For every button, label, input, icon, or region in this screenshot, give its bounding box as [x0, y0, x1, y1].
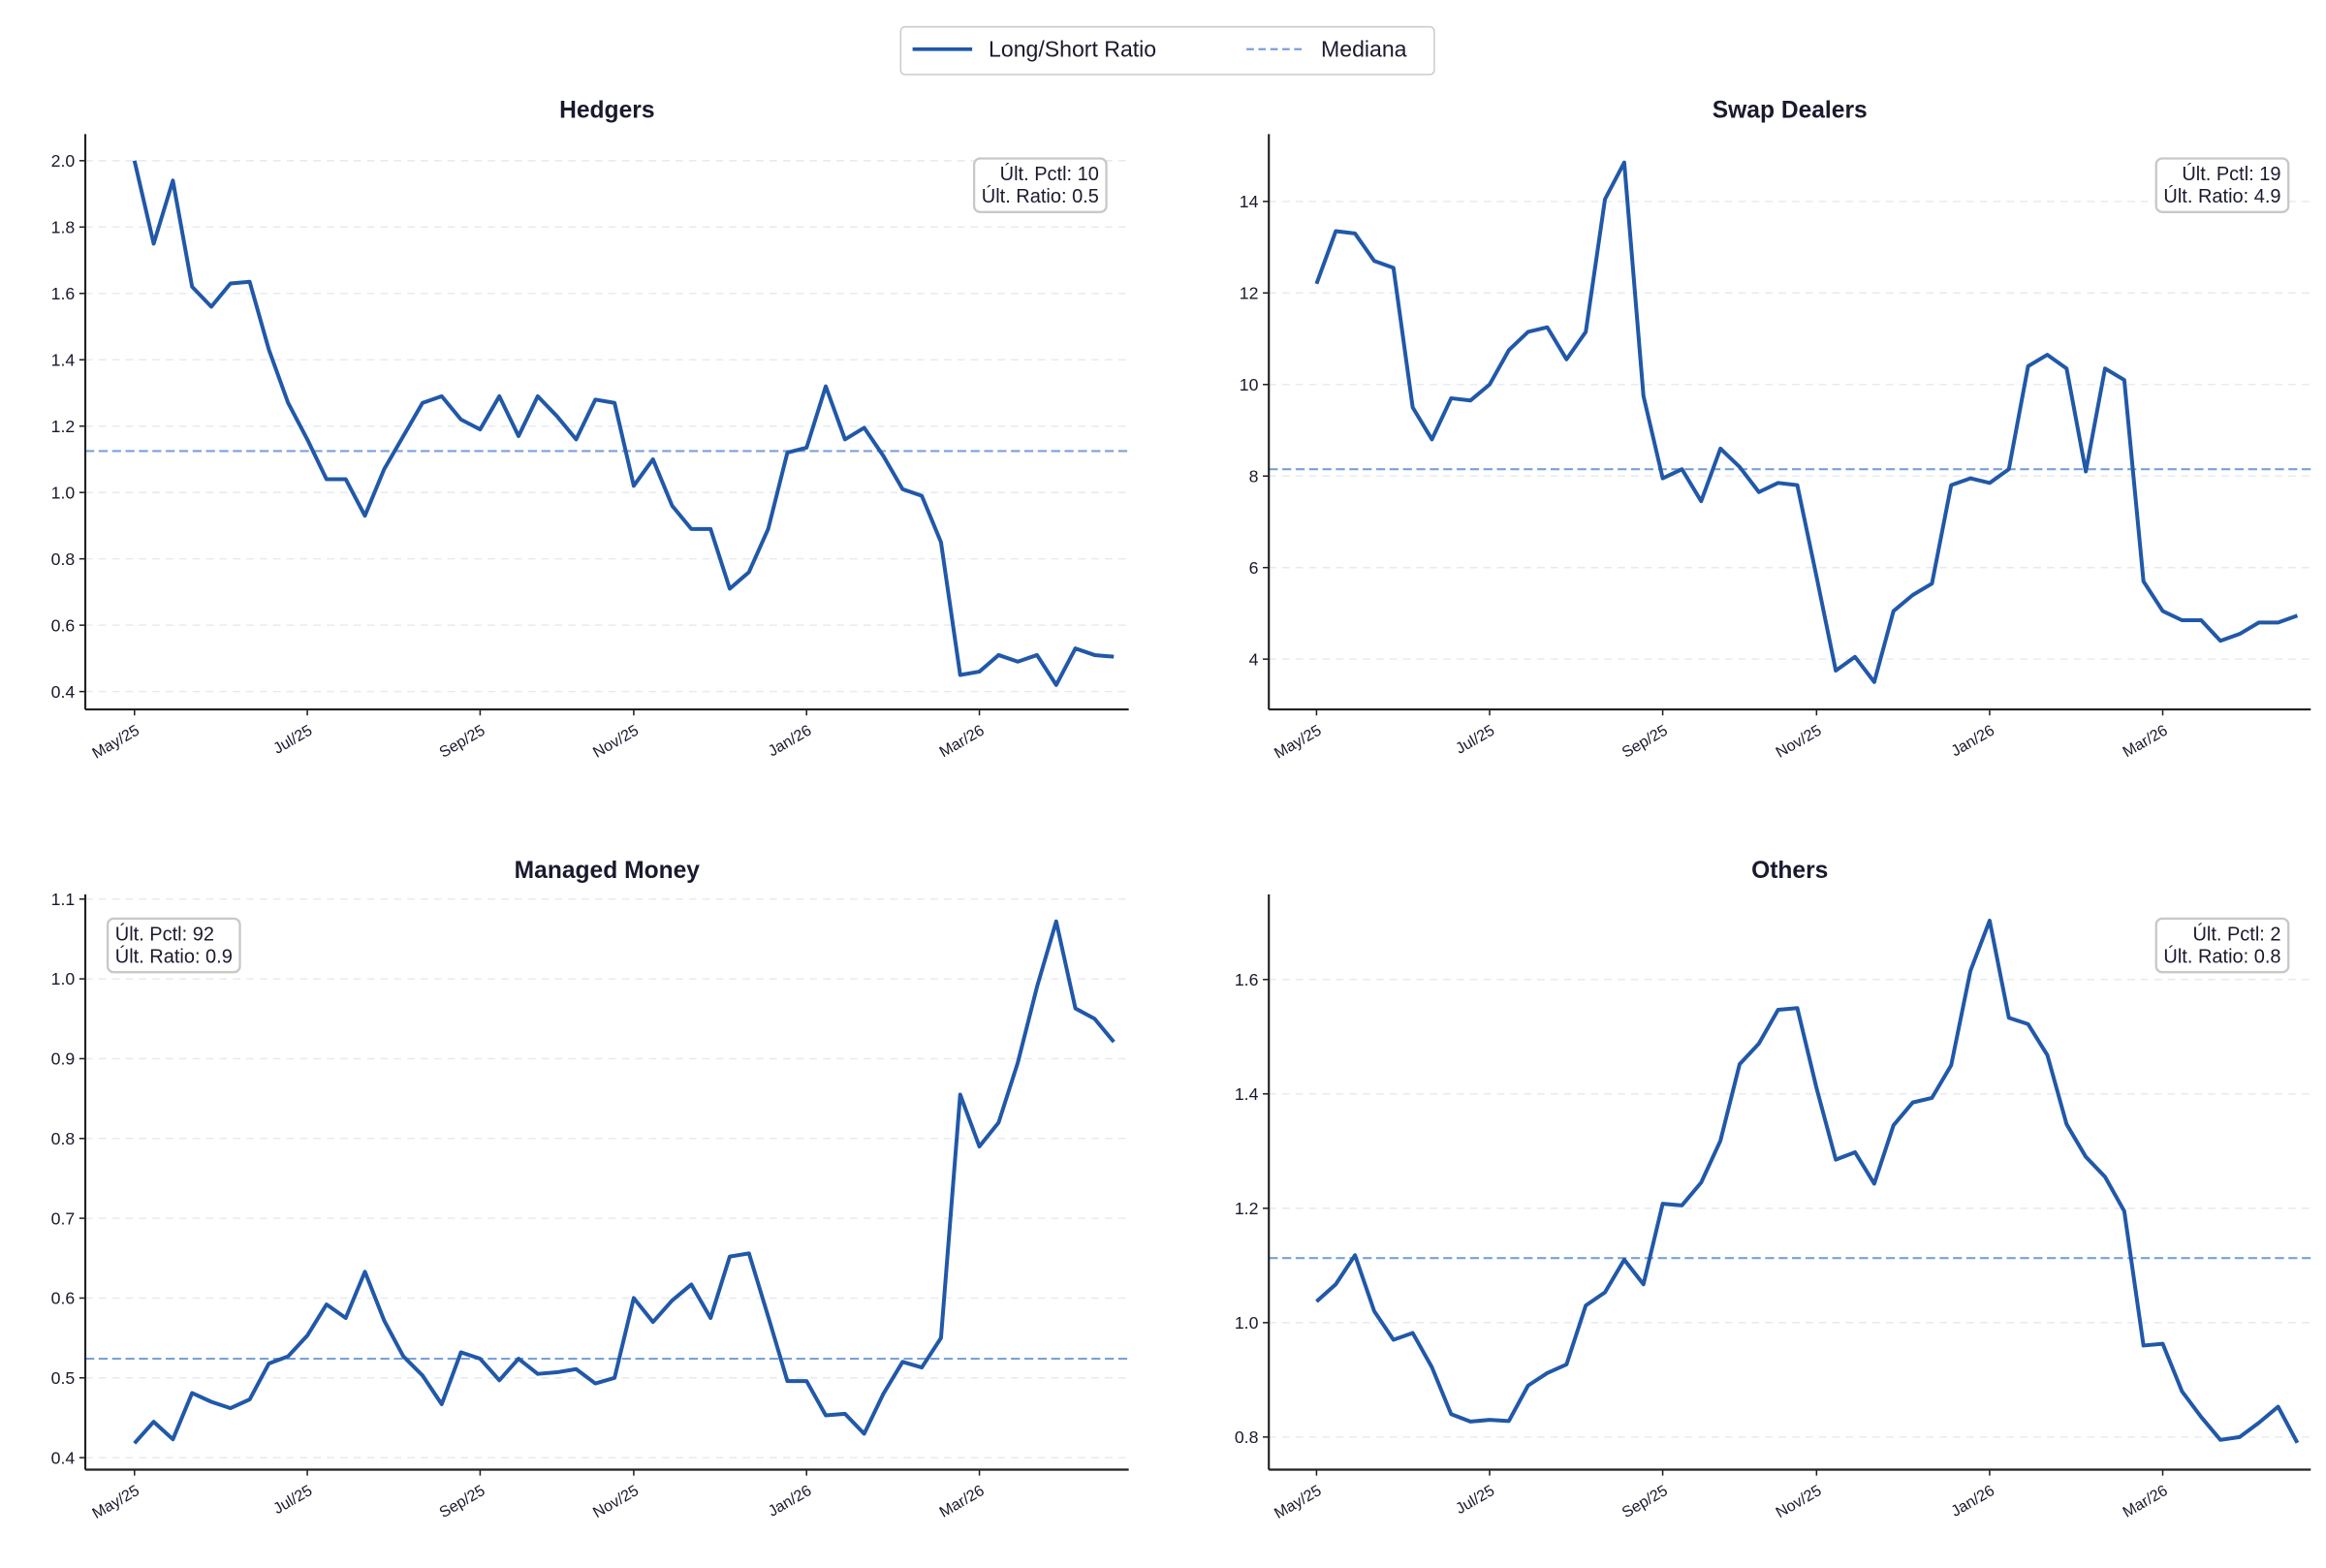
annotation-text: Últ. Ratio: 0.9: [115, 946, 233, 968]
legend-label: Mediana: [1321, 36, 1407, 61]
y-tick-label: 4: [1249, 649, 1259, 669]
x-tick-label: May/25: [89, 1482, 142, 1522]
subplot: Others 0.8 1.0 1.2 1.4 1.6 May/25 Jul/25 Sep/25 N…: [1235, 858, 2311, 1522]
x-tick-label: Jan/26: [765, 722, 814, 761]
legend-label: Long/Short Ratio: [989, 36, 1156, 61]
x-tick-label: Mar/26: [2120, 1482, 2170, 1521]
y-tick-label: 1.4: [51, 350, 76, 369]
x-tick-label: Sep/25: [436, 722, 487, 762]
y-tick-label: 0.8: [51, 1129, 76, 1148]
y-tick-label: 1.4: [1235, 1084, 1259, 1104]
x-tick-label: May/25: [1272, 1482, 1325, 1522]
x-tick-label: Nov/25: [1773, 722, 1824, 762]
annotation-text: Últ. Pctl: 92: [115, 923, 214, 945]
y-tick-label: 10: [1240, 375, 1259, 394]
y-tick-label: 1.1: [51, 890, 76, 909]
x-tick-label: Mar/26: [2120, 722, 2170, 762]
y-tick-label: 1.6: [51, 284, 76, 303]
data-line: [133, 919, 1116, 1445]
y-tick-label: 0.8: [51, 549, 76, 569]
x-tick-label: Jul/25: [270, 722, 315, 758]
x-tick-label: Sep/25: [436, 1482, 487, 1521]
x-tick-label: Jul/25: [270, 1482, 315, 1518]
x-tick-label: May/25: [89, 722, 142, 763]
y-tick-label: 0.8: [1235, 1427, 1259, 1447]
annotation-text: Últ. Pctl: 2: [2192, 923, 2280, 945]
y-tick-label: 1.2: [51, 417, 76, 436]
x-tick-label: Mar/26: [936, 1482, 987, 1521]
annotation-box: [2154, 917, 2290, 974]
x-tick-label: Sep/25: [1619, 722, 1670, 762]
x-tick-label: Jan/26: [1948, 1482, 1997, 1521]
data-line: [1315, 918, 2300, 1444]
subplot: Managed Money 0.4 0.5 0.6 0.7 0.8 0.9 1.0 1.1 May…: [51, 858, 1129, 1522]
x-tick-label: May/25: [1272, 722, 1325, 763]
subplot-title: Managed Money: [515, 858, 701, 884]
x-tick-label: Jan/26: [1948, 722, 1997, 761]
y-tick-label: 6: [1249, 558, 1259, 578]
annotation-text: Últ. Pctl: 10: [1000, 163, 1099, 185]
annotation-box: [106, 917, 241, 974]
y-tick-label: 1.0: [51, 969, 76, 988]
y-tick-label: 1.8: [51, 217, 76, 236]
y-tick-label: 0.9: [51, 1050, 76, 1069]
annotation-box: [972, 157, 1108, 213]
annotation-box: [2154, 157, 2290, 213]
subplot: Hedgers 0.4 0.6 0.8 1.0 1.2 1.4 1.6 1.8 2.0 May/25…: [51, 98, 1129, 763]
y-tick-label: 1.0: [51, 483, 76, 502]
y-tick-label: 0.4: [51, 682, 76, 702]
x-tick-label: Nov/25: [1773, 1482, 1824, 1521]
y-tick-label: 14: [1240, 192, 1259, 211]
subplot-title: Swap Dealers: [1713, 98, 1868, 124]
legend: Long/Short Ratio Mediana: [899, 25, 1435, 76]
y-tick-label: 0.6: [51, 615, 76, 635]
y-tick-label: 0.5: [51, 1368, 76, 1388]
x-tick-label: Jan/26: [765, 1482, 814, 1521]
annotation-text: Últ. Ratio: 4.9: [2163, 185, 2280, 207]
subplot-title: Others: [1751, 858, 1828, 884]
annotation-text: Últ. Ratio: 0.8: [2163, 946, 2280, 968]
y-tick-label: 1.6: [1235, 970, 1259, 989]
legend-box: [899, 25, 1435, 76]
x-tick-label: Mar/26: [936, 722, 987, 762]
x-tick-label: Jul/25: [1453, 722, 1497, 758]
subplot-title: Hedgers: [559, 98, 654, 124]
y-tick-label: 8: [1249, 466, 1259, 486]
y-tick-label: 12: [1240, 283, 1259, 302]
x-tick-label: Nov/25: [590, 722, 642, 762]
y-tick-label: 0.6: [51, 1289, 76, 1308]
x-tick-label: Jul/25: [1453, 1482, 1497, 1518]
x-tick-label: Sep/25: [1619, 1482, 1670, 1521]
y-tick-label: 0.4: [51, 1448, 76, 1467]
annotation-text: Últ. Pctl: 19: [2182, 163, 2280, 185]
x-tick-label: Nov/25: [590, 1482, 642, 1521]
annotation-text: Últ. Ratio: 0.5: [982, 185, 1099, 207]
subplot: Swap Dealers 4 6 8 10 12 14 May/25 Jul/25 Sep/25 N…: [1240, 98, 2311, 763]
data-line: [132, 160, 1115, 687]
y-tick-label: 2.0: [51, 151, 76, 171]
data-line: [1314, 160, 2299, 684]
y-tick-label: 1.0: [1235, 1313, 1259, 1333]
y-tick-label: 1.2: [1235, 1199, 1259, 1218]
y-tick-label: 0.7: [51, 1208, 76, 1228]
